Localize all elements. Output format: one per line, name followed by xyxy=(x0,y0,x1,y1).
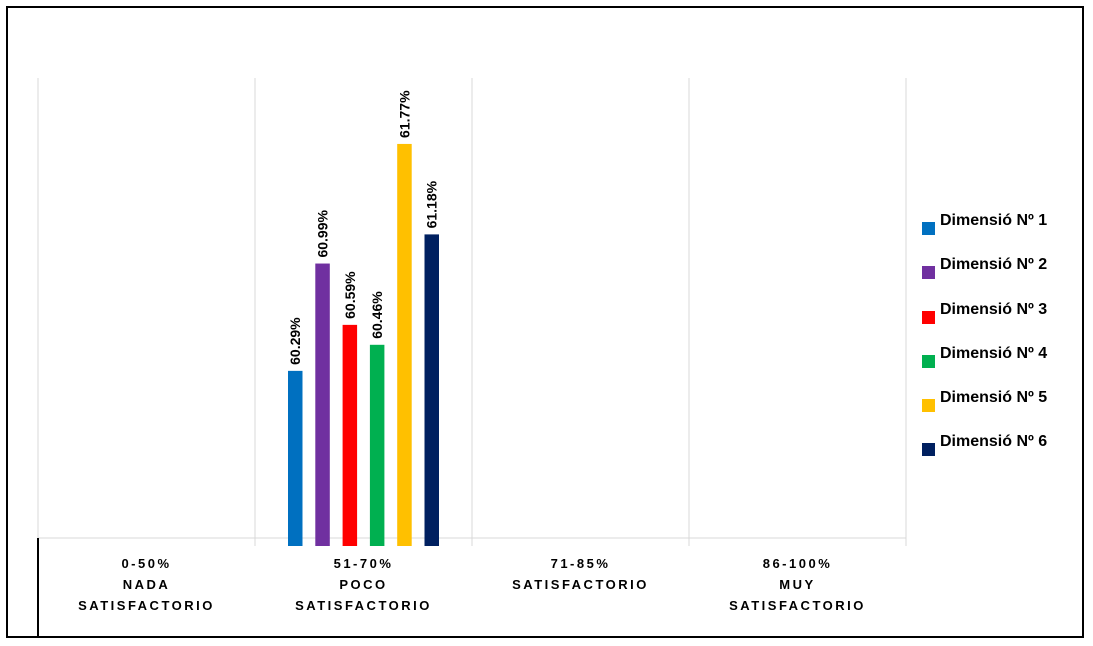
tick-label: SATISFACTORIO xyxy=(729,598,866,613)
legend-label: Dimensió Nº 3 xyxy=(940,300,1048,318)
legend-label: Dimensió Nº 6 xyxy=(940,433,1048,451)
tick-label: SATISFACTORIO xyxy=(295,598,432,613)
data-label: 61.18% xyxy=(424,180,440,228)
legend-swatch xyxy=(922,443,935,457)
tick-label: 51-70% xyxy=(334,556,394,571)
data-label: 60.59% xyxy=(342,271,358,319)
legend-label: Dimensió Nº 1 xyxy=(940,212,1048,229)
tick-label: 71-85% xyxy=(551,556,611,571)
legend-swatch xyxy=(922,266,935,280)
legend-swatch xyxy=(922,222,935,235)
tick-label: SATISFACTORIO xyxy=(512,577,649,592)
tick-label: 0-50% xyxy=(121,556,171,571)
bar xyxy=(342,324,358,546)
bar xyxy=(288,370,303,546)
bar xyxy=(397,143,412,546)
data-label: 60.46% xyxy=(369,291,385,339)
legend-swatch xyxy=(922,354,935,368)
bar xyxy=(315,263,330,546)
bar xyxy=(424,234,439,546)
bar-chart: 60.29% 60.99% 60.59% 60.46% 61.77% 61.18% 0-50… xyxy=(37,78,907,636)
legend-swatch xyxy=(922,310,935,324)
data-label: 61.77% xyxy=(396,90,412,138)
legend-label: Dimensió Nº 2 xyxy=(940,256,1048,274)
bar xyxy=(369,344,385,546)
legend-label: Dimensió Nº 4 xyxy=(940,344,1048,362)
data-label: 60.29% xyxy=(287,317,303,365)
tick-label: 86-100% xyxy=(763,556,833,571)
tick-label: POCO xyxy=(339,577,387,592)
data-label: 60.99% xyxy=(315,209,331,257)
tick-label: NADA xyxy=(123,577,171,592)
tick-label: MUY xyxy=(779,577,815,592)
legend-swatch xyxy=(922,399,935,413)
legend-label: Dimensió Nº 5 xyxy=(940,389,1048,407)
chart-frame: 60.29% 60.99% 60.59% 60.46% 61.77% 61.18% 0-50… xyxy=(6,6,1084,638)
tick-label: SATISFACTORIO xyxy=(78,598,215,613)
